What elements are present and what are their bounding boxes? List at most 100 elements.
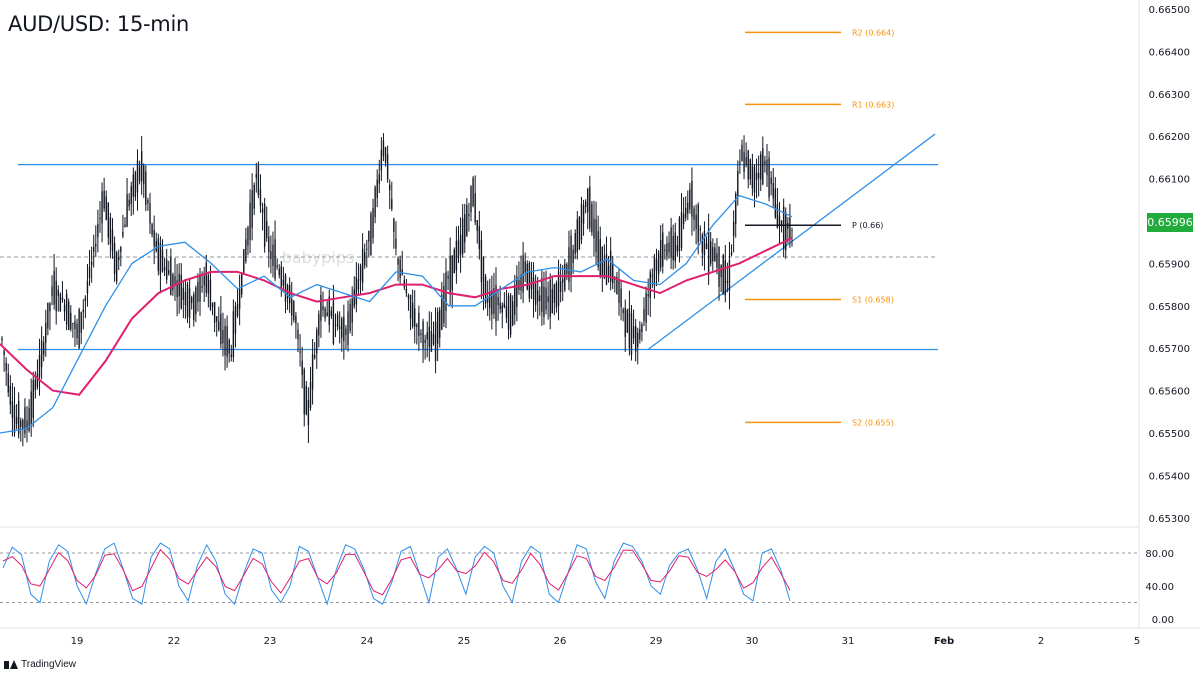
candle-body	[720, 265, 722, 278]
candle-body	[174, 276, 176, 285]
time-axis-tick: 29	[650, 636, 663, 647]
time-axis-tick: 22	[168, 636, 181, 647]
candle-body	[693, 208, 695, 220]
candle-body	[751, 166, 754, 189]
candle-body	[649, 272, 651, 298]
candle-body	[330, 310, 333, 317]
candle-body	[170, 257, 172, 296]
candle-body	[74, 321, 76, 330]
candle-body	[118, 257, 120, 261]
candle-body	[747, 150, 749, 180]
candle-body	[626, 310, 629, 333]
candle-body	[243, 249, 245, 274]
candle-body	[128, 199, 130, 207]
candle-body	[47, 302, 49, 329]
candle-body	[184, 291, 187, 306]
candle-body	[430, 330, 433, 352]
candle-body	[741, 144, 743, 162]
candle-body	[15, 416, 18, 424]
candle-body	[409, 295, 412, 319]
candle-body	[180, 274, 182, 309]
candle-body	[220, 313, 222, 345]
candle-body	[553, 284, 556, 303]
candle-body	[695, 214, 697, 229]
candle-body	[343, 316, 345, 342]
candle-body	[105, 196, 107, 220]
candle-body	[295, 315, 297, 324]
candle-body	[68, 301, 70, 331]
candle-body	[707, 229, 710, 275]
candle-body	[155, 241, 157, 252]
candle-body	[5, 362, 7, 372]
candle-body	[587, 188, 589, 213]
candle-body	[791, 229, 793, 231]
candle-body	[499, 302, 501, 310]
candle-body	[461, 218, 464, 254]
candle-body	[576, 219, 579, 253]
candle-body	[257, 165, 260, 195]
candle-body	[391, 199, 393, 209]
candle-body	[345, 328, 347, 335]
candle-body	[316, 329, 318, 354]
candle-body	[82, 309, 84, 313]
candle-body	[532, 277, 535, 300]
candle-body	[728, 259, 731, 291]
pivot-level-label: P (0.66)	[852, 221, 883, 230]
candle-body	[72, 323, 74, 325]
candle-body	[486, 297, 489, 303]
candle-body	[203, 275, 205, 286]
candle-body	[528, 262, 531, 299]
candle-body	[682, 213, 685, 225]
candle-body	[51, 286, 53, 297]
candle-body	[32, 380, 34, 418]
tradingview-brand[interactable]: TradingView	[4, 659, 76, 670]
pivot-level-label: S2 (0.655)	[852, 418, 894, 427]
candle-body	[374, 187, 376, 218]
candle-body	[434, 322, 437, 362]
candle-body	[197, 282, 199, 302]
candle-body	[303, 369, 305, 415]
candle-body	[361, 248, 364, 283]
candle-body	[380, 150, 383, 171]
candle-body	[199, 274, 201, 302]
candle-body	[701, 235, 704, 253]
candle-body	[439, 309, 441, 338]
candle-body	[735, 193, 737, 224]
ma-slow-line	[0, 237, 793, 396]
candle-body	[501, 305, 503, 313]
pivot-level-label: R2 (0.664)	[852, 28, 894, 37]
candle-body	[480, 239, 483, 282]
price-axis-tick: 0.65900	[1149, 259, 1190, 270]
candle-body	[778, 215, 781, 227]
candle-body	[63, 304, 66, 312]
candle-body	[484, 276, 487, 304]
candle-body	[395, 238, 397, 249]
candle-body	[609, 250, 612, 282]
candle-body	[101, 191, 103, 224]
candle-body	[772, 183, 774, 199]
candle-body	[80, 312, 82, 333]
candle-body	[616, 276, 618, 295]
candle-body	[99, 217, 101, 220]
candle-body	[428, 326, 431, 347]
candle-body	[503, 303, 506, 308]
candle-body	[138, 166, 141, 182]
candle-body	[591, 203, 593, 233]
candle-body	[61, 297, 64, 301]
candle-body	[3, 350, 5, 356]
candle-body	[407, 295, 410, 299]
candle-body	[293, 301, 295, 321]
candle-body	[201, 286, 203, 288]
candle-body	[672, 236, 674, 261]
candle-body	[780, 220, 783, 225]
candle-body	[363, 252, 366, 266]
candle-body	[151, 224, 153, 235]
candle-body	[259, 189, 262, 207]
oscillator-axis-tick: 0.00	[1152, 615, 1174, 626]
time-axis-tick: 26	[554, 636, 567, 647]
candle-body	[603, 259, 606, 278]
candle-body	[516, 276, 518, 307]
candle-body	[782, 206, 785, 250]
price-axis-tick: 0.65400	[1149, 471, 1190, 482]
